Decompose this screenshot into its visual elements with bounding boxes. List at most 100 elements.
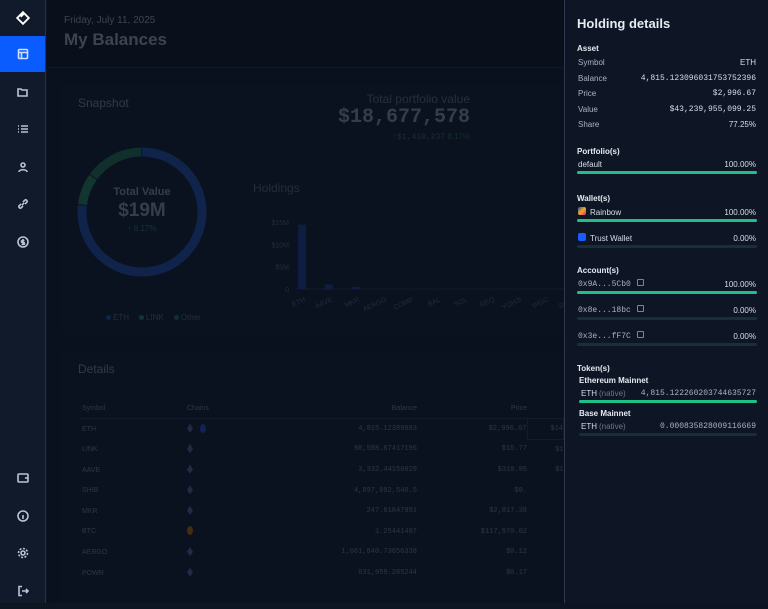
sidebar-item-folder[interactable] bbox=[0, 74, 45, 110]
sidebar-item-logout[interactable] bbox=[0, 573, 45, 609]
sidebar-item-info[interactable] bbox=[0, 498, 45, 534]
asset-key: Share bbox=[578, 120, 600, 130]
btc-chain-icon bbox=[187, 526, 193, 536]
sidebar-item-dollar[interactable] bbox=[0, 224, 45, 260]
dollar-icon bbox=[16, 235, 29, 248]
portfolios-title: Portfolio(s) bbox=[577, 146, 620, 156]
main-content: Friday, July 11, 2025 My Balances Snapsh… bbox=[47, 0, 564, 603]
legend-item[interactable]: ETH bbox=[106, 313, 129, 322]
table-row[interactable]: BTC 1.25441487 $117,970.02 bbox=[79, 522, 564, 543]
table-row[interactable]: AAVE 3,332.44156029 $310.95 $1 bbox=[79, 460, 564, 481]
bar-req[interactable] bbox=[487, 288, 495, 290]
sidebar-item-dashboard[interactable] bbox=[0, 36, 45, 72]
modal-overlay[interactable] bbox=[47, 0, 564, 603]
bar-aergo[interactable] bbox=[379, 288, 387, 290]
account-item[interactable]: 0x8e...18bc 0.00% bbox=[577, 304, 757, 320]
copy-icon[interactable] bbox=[636, 330, 644, 338]
asset-row-symbol: Symbol ETH bbox=[577, 55, 757, 71]
asset-row-share: Share 77.25% bbox=[577, 117, 757, 133]
wallet-name: Trust Wallet bbox=[590, 233, 633, 243]
legend-item[interactable]: LINK bbox=[139, 313, 164, 322]
cell-symbol: ETH bbox=[82, 425, 96, 433]
copy-icon[interactable] bbox=[636, 304, 644, 312]
cell-balance: 3,332.44156029 bbox=[358, 466, 417, 475]
table-row[interactable]: MKR 247.61847951 $2,817.38 bbox=[79, 501, 564, 522]
holding-details-drawer: Holding details Asset Symbol ETH Balance 4,… bbox=[564, 0, 768, 603]
cell-chains bbox=[187, 419, 247, 440]
portfolio-share-bar bbox=[577, 170, 757, 174]
eth-chain-icon bbox=[187, 464, 193, 474]
col-balance[interactable]: Balance bbox=[391, 404, 417, 412]
cell-price: $0. bbox=[514, 486, 527, 495]
table-row[interactable]: LINK 98,598.87417196 $15.77 $1 bbox=[79, 439, 564, 460]
donut-slice-eth[interactable] bbox=[77, 147, 207, 277]
token-item[interactable]: Ethereum Mainnet ETH (native) 4,815.1222602… bbox=[577, 376, 757, 403]
legend-item[interactable]: Other bbox=[173, 313, 201, 322]
table-row[interactable]: POWR 631,959.285244 $0.17 bbox=[79, 563, 564, 584]
asset-value: 77.25% bbox=[728, 120, 756, 130]
cell-chains bbox=[187, 563, 247, 584]
bar-bal[interactable] bbox=[433, 288, 441, 290]
account-name: 0x3e...fF7C bbox=[578, 331, 631, 341]
wallet-item[interactable]: Rainbow 100.00% bbox=[577, 206, 757, 222]
table-row[interactable]: ETH 4,815.12389883 $2,996.67 $14 bbox=[79, 418, 564, 440]
cell-chains bbox=[187, 439, 247, 460]
cell-chains bbox=[187, 522, 247, 543]
trust-wallet-icon bbox=[578, 232, 586, 241]
cell-chains bbox=[187, 542, 247, 563]
token-symbol: ETH bbox=[581, 421, 597, 431]
donut-change: ↑ 8.17% bbox=[127, 224, 157, 233]
details-card: Details Symbol Chains Balance Price ETH 4… bbox=[61, 352, 564, 603]
sidebar-item-list[interactable] bbox=[0, 111, 45, 147]
table-row[interactable]: SHIB 4,897,892,540.5 $0. bbox=[79, 480, 564, 501]
bar-wgc[interactable] bbox=[541, 288, 549, 290]
bar-comp[interactable] bbox=[406, 288, 414, 290]
bar-mkr[interactable] bbox=[352, 286, 360, 289]
sidebar-item-logo[interactable] bbox=[0, 0, 45, 36]
portfolio-change: ↑$1,410,237 bbox=[392, 133, 446, 142]
col-chains[interactable]: Chains bbox=[187, 404, 209, 412]
cell-symbol: AAVE bbox=[82, 466, 101, 474]
bar-aave[interactable] bbox=[325, 284, 333, 289]
token-amount: 4,815.122260203744635727 bbox=[640, 388, 756, 398]
page-header: Friday, July 11, 2025 My Balances bbox=[47, 0, 564, 68]
cell-symbol: POWR bbox=[82, 569, 104, 577]
legend-label: LINK bbox=[146, 313, 164, 322]
asset-value: $43,239,955,099.25 bbox=[669, 104, 756, 114]
sidebar-item-wallet[interactable] bbox=[0, 460, 45, 496]
wallet-share-bar bbox=[577, 244, 757, 248]
sidebar-item-user[interactable] bbox=[0, 149, 45, 185]
page-date: Friday, July 11, 2025 bbox=[64, 15, 156, 26]
sidebar-item-link[interactable] bbox=[0, 186, 45, 222]
bar-sol[interactable] bbox=[460, 288, 468, 290]
account-item[interactable]: 0x3e...fF7C 0.00% bbox=[577, 330, 757, 346]
cell-price: $0.12 bbox=[505, 548, 527, 557]
cell-balance: 4,897,892,540.5 bbox=[353, 486, 417, 495]
cell-symbol: LINK bbox=[82, 445, 98, 453]
cell-chains bbox=[187, 501, 247, 522]
tokens-title: Token(s) bbox=[577, 363, 610, 373]
account-item[interactable]: 0x9A...5Cb0 100.00% bbox=[577, 278, 757, 294]
eth-chain-icon bbox=[187, 485, 193, 495]
settings-icon bbox=[17, 547, 28, 559]
account-share: 100.00% bbox=[724, 279, 756, 289]
col-symbol[interactable]: Symbol bbox=[82, 404, 106, 412]
cell-price: $0.17 bbox=[505, 569, 527, 578]
portfolio-item[interactable]: default 100.00% bbox=[577, 160, 757, 174]
wallets-title: Wallet(s) bbox=[577, 193, 611, 203]
sidebar-item-settings[interactable] bbox=[0, 535, 45, 571]
table-row[interactable]: AERGO 1,061,840.73656338 $0.12 bbox=[79, 542, 564, 563]
token-tag: (native) bbox=[599, 421, 626, 431]
bar-eth[interactable] bbox=[298, 224, 306, 289]
asset-value: ETH bbox=[740, 58, 756, 68]
eth-chain-icon bbox=[187, 423, 193, 433]
user-icon bbox=[17, 161, 28, 172]
token-item[interactable]: Base Mainnet ETH (native) 0.000835828009116… bbox=[577, 409, 757, 436]
bar-yohji[interactable] bbox=[514, 288, 522, 290]
col-price[interactable]: Price bbox=[511, 404, 527, 412]
account-share-bar bbox=[577, 342, 757, 346]
token-share-bar bbox=[579, 399, 757, 403]
wallet-item[interactable]: Trust Wallet 0.00% bbox=[577, 232, 757, 248]
copy-icon[interactable] bbox=[636, 278, 644, 286]
account-share-bar bbox=[577, 316, 757, 320]
